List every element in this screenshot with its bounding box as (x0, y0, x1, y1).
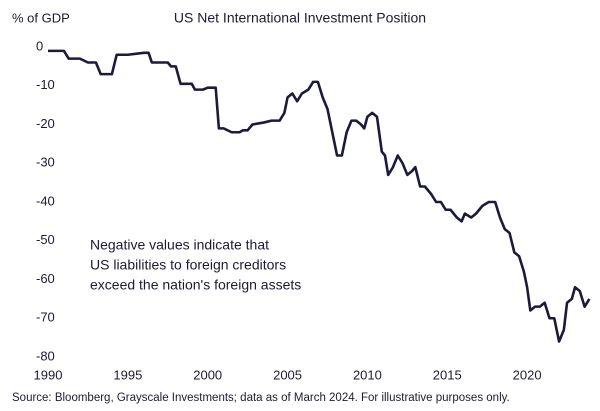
y-tick-label: -60 (36, 271, 55, 286)
y-tick-label: -50 (36, 232, 55, 247)
x-tick-label: 2000 (193, 367, 222, 382)
y-tick-label: 0 (36, 38, 43, 53)
y-tick-label: -40 (36, 193, 55, 208)
x-tick-label: 2005 (273, 367, 302, 382)
y-tick-label: -20 (36, 116, 55, 131)
x-tick-label: 1990 (34, 367, 63, 382)
x-tick-label: 2015 (433, 367, 462, 382)
chart-title: US Net International Investment Position (174, 10, 426, 26)
y-tick-label: -30 (36, 155, 55, 170)
data-line (48, 49, 591, 343)
x-tick-label: 2020 (513, 367, 542, 382)
y-tick-label: -70 (36, 310, 55, 325)
y-tick-label: -10 (36, 77, 55, 92)
x-tick-label: 2010 (353, 367, 382, 382)
annotation: exceed the nation's foreign assets (90, 277, 301, 293)
y-tick-label: -80 (36, 348, 55, 363)
source: Source: Bloomberg, Grayscale Investments… (12, 392, 510, 404)
annotation: US liabilities to foreign creditors (90, 257, 286, 273)
annotation: Negative values indicate that (90, 237, 269, 253)
x-tick-label: 1995 (113, 367, 142, 382)
y-axis-label: % of GDP (12, 10, 70, 25)
